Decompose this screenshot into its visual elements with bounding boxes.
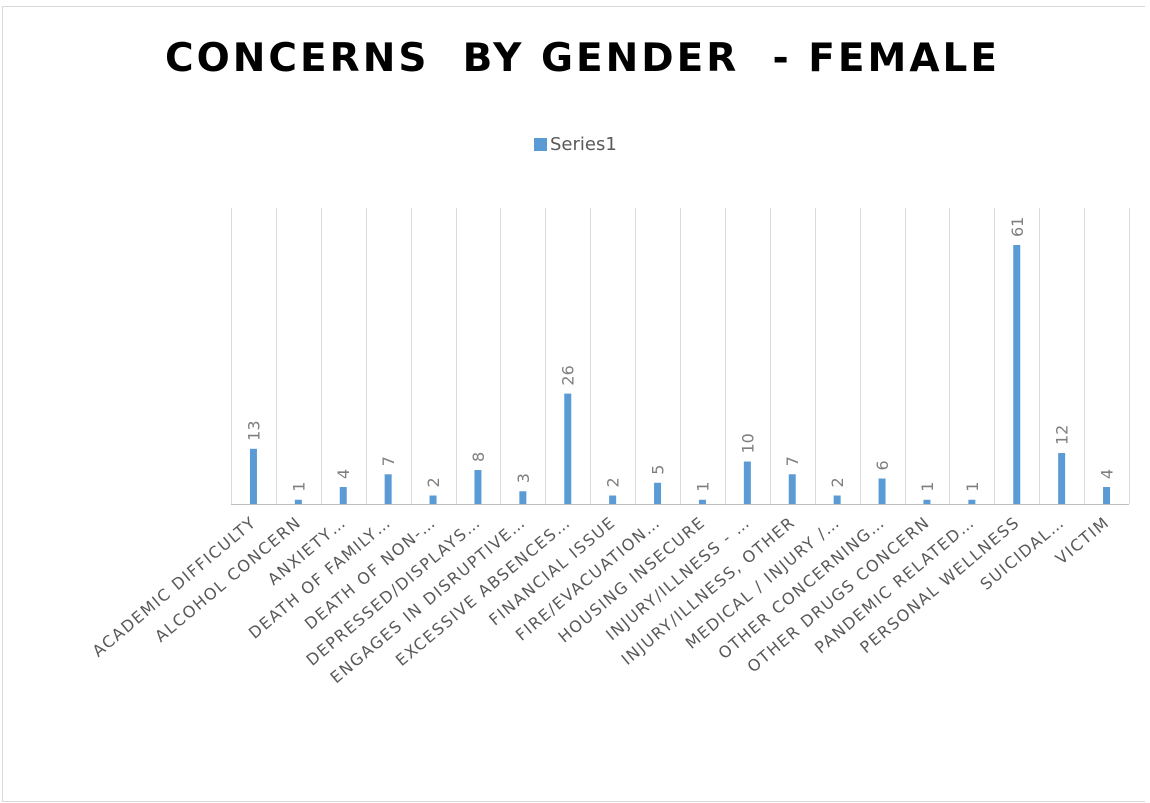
data-label: 5: [649, 465, 668, 475]
bar: [923, 499, 931, 504]
chart-title: CONCERNS BY GENDER - FEMALE: [164, 36, 1001, 81]
bar: [474, 470, 482, 504]
legend-swatch: [534, 137, 547, 151]
bar: [1103, 487, 1111, 504]
data-label: 13: [244, 420, 263, 440]
bar: [833, 495, 841, 504]
bar: [384, 474, 392, 504]
data-label: 3: [514, 473, 533, 483]
bar: [968, 499, 976, 504]
data-label: 2: [604, 477, 623, 487]
bar: [788, 474, 796, 504]
legend: Series1: [534, 132, 617, 156]
bar: [429, 495, 437, 504]
bar: [339, 487, 347, 504]
data-label: 10: [738, 433, 757, 453]
data-label: 7: [783, 456, 802, 466]
data-label: 6: [873, 460, 892, 470]
data-label: 4: [334, 469, 353, 479]
bar: [519, 491, 527, 504]
data-label: 2: [424, 477, 443, 487]
bar: [743, 461, 751, 504]
data-label: 1: [289, 482, 308, 492]
data-label: 4: [1098, 469, 1117, 479]
bar: [564, 393, 572, 504]
data-label: 7: [379, 456, 398, 466]
data-label: 26: [559, 365, 578, 385]
data-label: 1: [693, 482, 712, 492]
data-label: 2: [828, 477, 847, 487]
bar: [609, 495, 617, 504]
bar: [1013, 245, 1021, 504]
bar: [698, 499, 706, 504]
data-label: 12: [1053, 425, 1072, 445]
bar: [878, 478, 886, 504]
bar: [249, 448, 257, 504]
bar: [1058, 453, 1066, 504]
chart-frame: [2, 6, 1145, 802]
data-label: 1: [918, 482, 937, 492]
data-label: 8: [469, 452, 488, 462]
category-label: ACADEMIC DIFFICULTY: [89, 513, 260, 661]
data-label: 1: [963, 482, 982, 492]
bar: [294, 499, 302, 504]
data-label: 61: [1008, 217, 1027, 237]
legend-label: Series1: [550, 133, 617, 155]
bar: [654, 482, 662, 504]
